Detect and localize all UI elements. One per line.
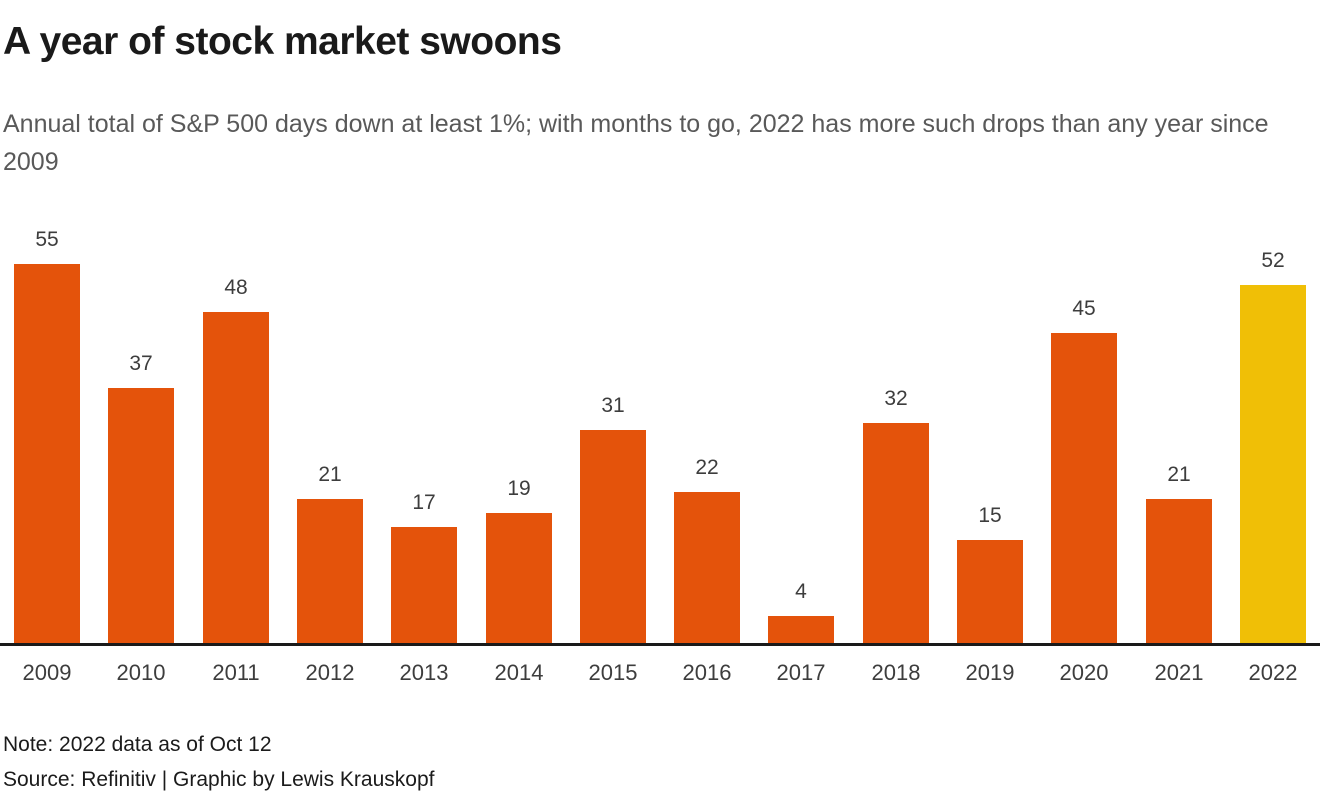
bar-value-label-2022: 52	[1261, 249, 1285, 272]
x-tick-label-2022: 2022	[1248, 660, 1298, 685]
bar-2018	[863, 423, 929, 644]
plot-area: 55 37 48 21 17 19 31 22 4 32 15 45 21 52	[0, 214, 1320, 644]
bar-2019	[957, 540, 1023, 644]
bar-value-label-2013: 17	[412, 491, 436, 514]
bar-2010	[108, 388, 174, 644]
bar-value-label-2014: 19	[507, 477, 531, 500]
chart-subtitle: Annual total of S&P 500 days down at lea…	[3, 110, 1269, 176]
x-tick-label-2019: 2019	[965, 660, 1015, 685]
bar-2014	[486, 513, 552, 644]
x-tick-label-2021: 2021	[1154, 660, 1204, 685]
bar-value-label-2018: 32	[884, 387, 908, 410]
bar-2013	[391, 527, 457, 644]
bar-2021	[1146, 499, 1212, 644]
x-tick-label-2018: 2018	[871, 660, 921, 685]
x-tick-label-2011: 2011	[212, 660, 260, 685]
bar-value-label-2012: 21	[318, 463, 342, 486]
x-axis-line	[0, 643, 1320, 646]
x-tick-label-2015: 2015	[588, 660, 638, 685]
bar-2009	[14, 264, 80, 644]
x-tick-label-2016: 2016	[682, 660, 732, 685]
bar-value-label-2016: 22	[695, 456, 719, 479]
x-tick-label-2009: 2009	[22, 660, 72, 685]
x-tick-label-2020: 2020	[1059, 660, 1109, 685]
x-tick-label-2014: 2014	[494, 660, 544, 685]
footer-source: Source: Refinitiv | Graphic by Lewis Kra…	[3, 768, 435, 791]
bar-value-label-2009: 55	[35, 228, 59, 251]
bar-2017	[768, 616, 834, 644]
bar-2022	[1240, 285, 1306, 644]
x-axis-labels: 2009 2010 2011 2012 2013 2014 2015 2016 2017 2018…	[0, 660, 1320, 688]
x-tick-label-2010: 2010	[116, 660, 166, 685]
bar-value-label-2020: 45	[1072, 297, 1096, 320]
bar-2015	[580, 430, 646, 644]
x-tick-label-2012: 2012	[305, 660, 355, 685]
bar-value-label-2011: 48	[224, 276, 248, 299]
page-title: A year of stock market swoons	[3, 20, 562, 63]
bar-2020	[1051, 333, 1117, 644]
bar-2016	[674, 492, 740, 644]
bar-value-label-2017: 4	[795, 580, 807, 603]
bar-value-label-2010: 37	[129, 352, 153, 375]
x-tick-label-2013: 2013	[399, 660, 449, 685]
bar-value-label-2021: 21	[1167, 463, 1191, 486]
bar-2011	[203, 312, 269, 644]
bar-value-label-2015: 31	[601, 394, 625, 417]
footer-note: Note: 2022 data as of Oct 12	[3, 733, 272, 756]
x-tick-label-2017: 2017	[776, 660, 826, 685]
bar-value-label-2019: 15	[978, 504, 1002, 527]
bar-2012	[297, 499, 363, 644]
